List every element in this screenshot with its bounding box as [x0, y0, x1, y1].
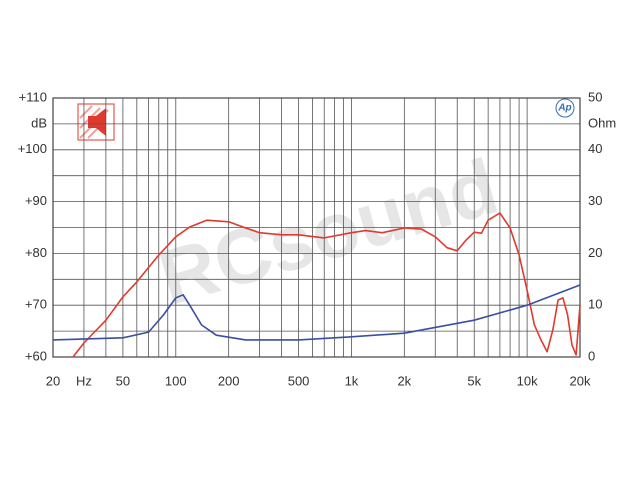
logo: Ap	[557, 103, 571, 114]
y2-tick-label: 20	[588, 245, 602, 260]
x-tick-label: 1k	[345, 373, 359, 388]
x-tick-label: 20	[46, 373, 60, 388]
y-tick-label: +110	[19, 89, 47, 104]
series-line	[72, 212, 581, 358]
x-tick-label: 20k	[570, 373, 591, 388]
x-tick-label: 2k	[397, 373, 411, 388]
y2-tick-label: 50	[588, 89, 602, 104]
x-tick-label: 200	[218, 373, 240, 388]
y-axis-label: dB	[31, 115, 47, 130]
y-tick-label: +60	[25, 348, 47, 363]
y-tick-label: +90	[25, 193, 47, 208]
x-tick-label: 100	[165, 373, 187, 388]
speaker-icon	[77, 103, 115, 141]
y-tick-label: +70	[25, 297, 47, 312]
x-tick-label: 5k	[467, 373, 481, 388]
x-tick-label: 10k	[517, 373, 538, 388]
y2-axis-label: Ohm	[588, 115, 616, 130]
watermark: RCsound	[150, 142, 507, 322]
logo-badge	[555, 98, 575, 118]
y2-tick-label: 10	[588, 297, 602, 312]
y2-tick-label: 0	[588, 348, 595, 363]
y-tick-label: +100	[18, 141, 47, 156]
y2-tick-label: 30	[588, 193, 602, 208]
plot-frame	[52, 97, 581, 358]
x-tick-label: 500	[288, 373, 310, 388]
series-line	[52, 284, 581, 341]
y-tick-label: +80	[25, 245, 47, 260]
x-tick-label: 50	[116, 373, 130, 388]
y2-tick-label: 40	[588, 141, 602, 156]
x-tick-label: Hz	[76, 373, 92, 388]
